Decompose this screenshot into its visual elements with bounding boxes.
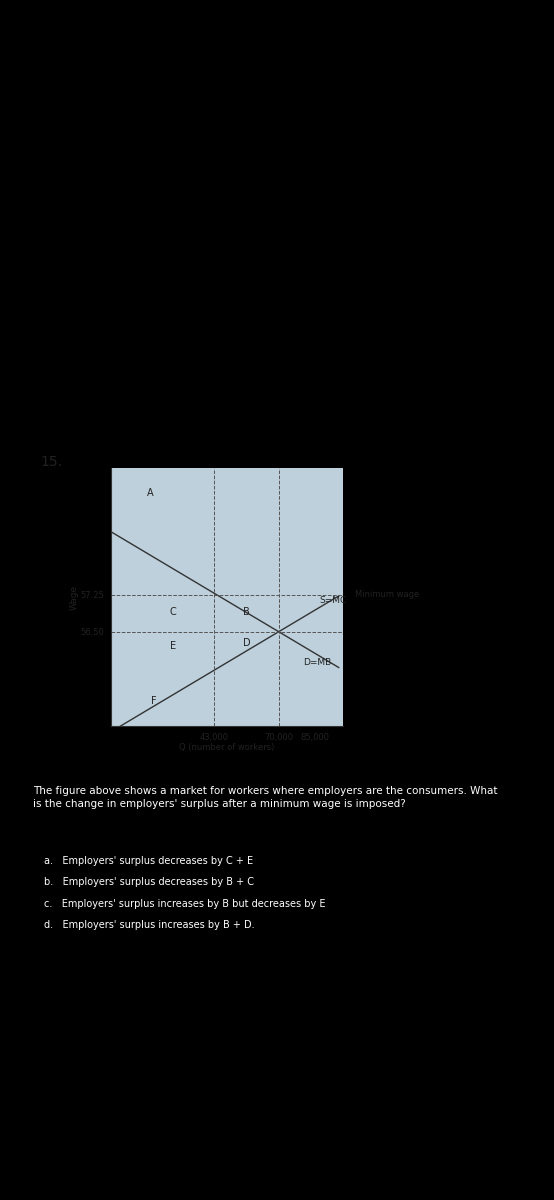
Text: c.   Employers' surplus increases by B but decreases by E: c. Employers' surplus increases by B but… bbox=[44, 899, 326, 908]
Text: Minimum wage: Minimum wage bbox=[355, 590, 419, 599]
Text: E: E bbox=[170, 641, 176, 650]
Text: d.   Employers' surplus increases by B + D.: d. Employers' surplus increases by B + D… bbox=[44, 920, 255, 930]
Text: a.   Employers' surplus decreases by C + E: a. Employers' surplus decreases by C + E bbox=[44, 856, 253, 865]
Text: D=MB: D=MB bbox=[302, 659, 331, 667]
Text: b.   Employers' surplus decreases by B + C: b. Employers' surplus decreases by B + C bbox=[44, 877, 254, 887]
Text: D: D bbox=[243, 637, 250, 648]
Text: B: B bbox=[243, 607, 250, 617]
Text: C: C bbox=[170, 607, 176, 617]
Text: 15.: 15. bbox=[40, 455, 62, 469]
Text: The figure above shows a market for workers where employers are the consumers. W: The figure above shows a market for work… bbox=[33, 786, 497, 809]
Text: A: A bbox=[147, 488, 153, 498]
Text: F: F bbox=[151, 696, 157, 706]
X-axis label: Q (number of workers): Q (number of workers) bbox=[179, 743, 275, 752]
Y-axis label: Wage: Wage bbox=[70, 584, 79, 610]
Text: S=MC: S=MC bbox=[320, 596, 347, 605]
